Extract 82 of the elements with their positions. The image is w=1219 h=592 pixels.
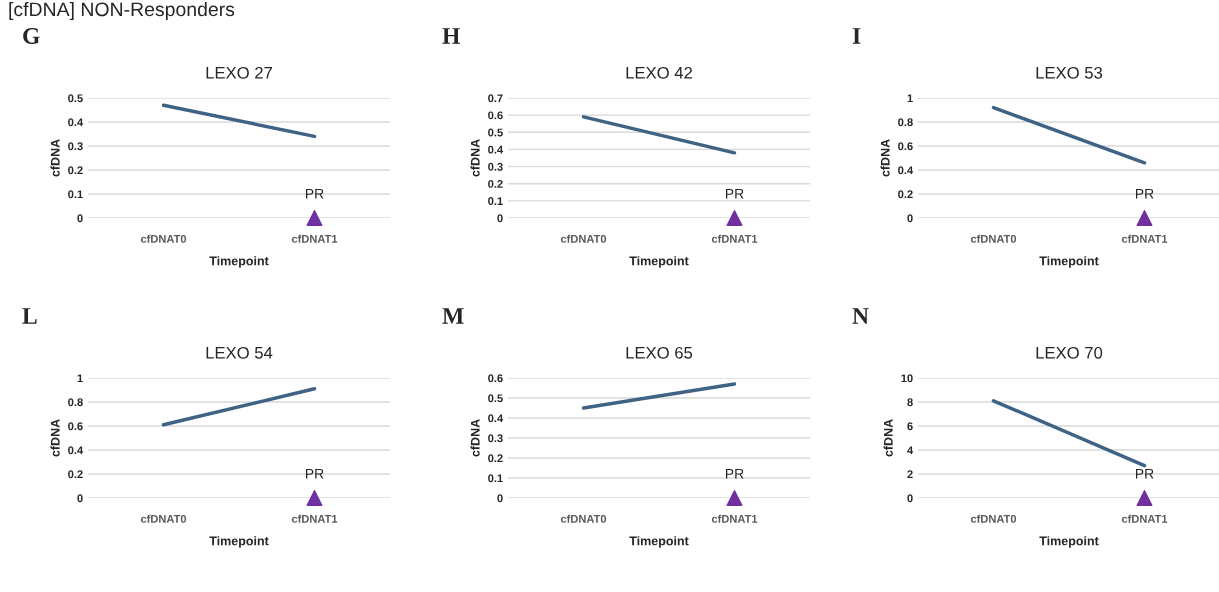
x-tick-label: cfDNAT1	[291, 234, 338, 243]
annotation: PR	[1135, 188, 1154, 199]
chart-title: LEXO 27	[206, 66, 272, 79]
chart-title: LEXO 65	[626, 346, 693, 359]
y-tick-label: 0.4	[68, 446, 84, 455]
annotation: PR	[305, 468, 324, 479]
y-tick-label: 0.1	[488, 474, 503, 483]
x-axis-title: Timepoint	[209, 256, 269, 268]
y-tick-label: 0.7	[488, 94, 503, 103]
chart-title: LEXO 54	[206, 346, 273, 359]
chart-title: LEXO 42	[626, 66, 692, 79]
text: N	[852, 308, 869, 324]
y-tick-label: 0.5	[488, 394, 503, 403]
y-axis-title: cfDNA	[880, 139, 890, 177]
annotation: PR	[1135, 468, 1154, 479]
text: H	[442, 28, 460, 44]
y-tick-label: 0.3	[68, 142, 83, 151]
y-tick-label: 2	[907, 470, 913, 479]
x-axis-title: Timepoint	[209, 536, 269, 548]
chart-title: LEXO 53	[1036, 66, 1103, 79]
y-tick-label: 0	[907, 494, 913, 503]
x-axis-title: Timepoint	[1039, 536, 1099, 548]
y-tick-label: 0.2	[488, 179, 503, 188]
x-tick-label: cfDNAT1	[711, 514, 758, 523]
y-tick-label: 0.5	[488, 128, 503, 137]
y-tick-label: 0.6	[898, 142, 913, 151]
x-tick-label: cfDNAT1	[711, 234, 758, 243]
y-tick-label: 0.8	[68, 398, 83, 407]
text: L	[22, 308, 37, 324]
y-tick-label: 0.2	[68, 166, 83, 175]
x-tick-label: cfDNAT0	[970, 514, 1017, 523]
annotation: PR	[725, 468, 744, 479]
y-tick-label: 6	[907, 422, 913, 431]
y-tick-label: 8	[907, 398, 913, 407]
y-axis-title: cfDNA	[50, 419, 60, 457]
x-tick-label: cfDNAT1	[291, 514, 338, 523]
y-tick-label: 0.1	[68, 190, 83, 199]
y-tick-label: 0	[497, 494, 503, 503]
text: I	[852, 28, 861, 44]
x-tick-label: cfDNAT0	[560, 514, 607, 523]
y-tick-label: 0.4	[68, 118, 84, 127]
x-axis-title: Timepoint	[629, 256, 689, 268]
y-tick-label: 0.6	[488, 111, 503, 120]
y-tick-label: 0.8	[898, 118, 913, 127]
y-tick-label: 0.1	[488, 197, 503, 205]
annotation: PR	[305, 188, 324, 199]
x-tick-label: cfDNAT1	[1121, 234, 1168, 243]
y-tick-label: 0.4	[898, 166, 914, 175]
y-tick-label: 0.2	[898, 190, 913, 199]
y-tick-label: 0.5	[68, 94, 83, 103]
y-tick-label: 0.3	[488, 162, 503, 171]
x-tick-label: cfDNAT0	[970, 234, 1017, 243]
y-tick-label: 0.3	[488, 434, 503, 443]
y-tick-label: 0.4	[488, 145, 504, 154]
text: G	[23, 28, 40, 44]
chart-title: LEXO 70	[1036, 346, 1103, 359]
y-tick-label: 0.4	[488, 414, 504, 423]
y-tick-label: 4	[907, 446, 914, 455]
x-tick-label: cfDNAT0	[560, 234, 607, 243]
y-tick-label: 1	[907, 94, 913, 103]
annotation: PR	[725, 188, 744, 199]
y-tick-label: 0.2	[68, 470, 83, 479]
y-tick-label: 0	[497, 214, 503, 223]
y-tick-label: 0.6	[68, 422, 83, 431]
x-axis-title: Timepoint	[629, 536, 689, 548]
text: M	[442, 308, 464, 324]
x-tick-label: cfDNAT0	[140, 234, 187, 243]
y-tick-label: 0	[77, 214, 83, 223]
y-tick-label: 0.2	[488, 454, 503, 463]
y-axis-title: cfDNA	[470, 419, 480, 457]
text: [cfDNA] NON-Responders	[9, 1, 235, 21]
x-tick-label: cfDNAT0	[140, 514, 187, 523]
y-axis-title: cfDNA	[470, 139, 480, 177]
y-tick-label: 0	[77, 494, 83, 503]
y-axis-title: cfDNA	[50, 139, 60, 177]
y-axis-title: cfDNA	[883, 419, 893, 457]
y-tick-label: 0	[907, 214, 913, 223]
y-tick-label: 10	[901, 374, 913, 383]
x-axis-title: Timepoint	[1039, 256, 1099, 268]
y-tick-label: 0.6	[488, 374, 503, 383]
x-tick-label: cfDNAT1	[1121, 514, 1168, 523]
y-tick-label: 1	[77, 374, 83, 383]
